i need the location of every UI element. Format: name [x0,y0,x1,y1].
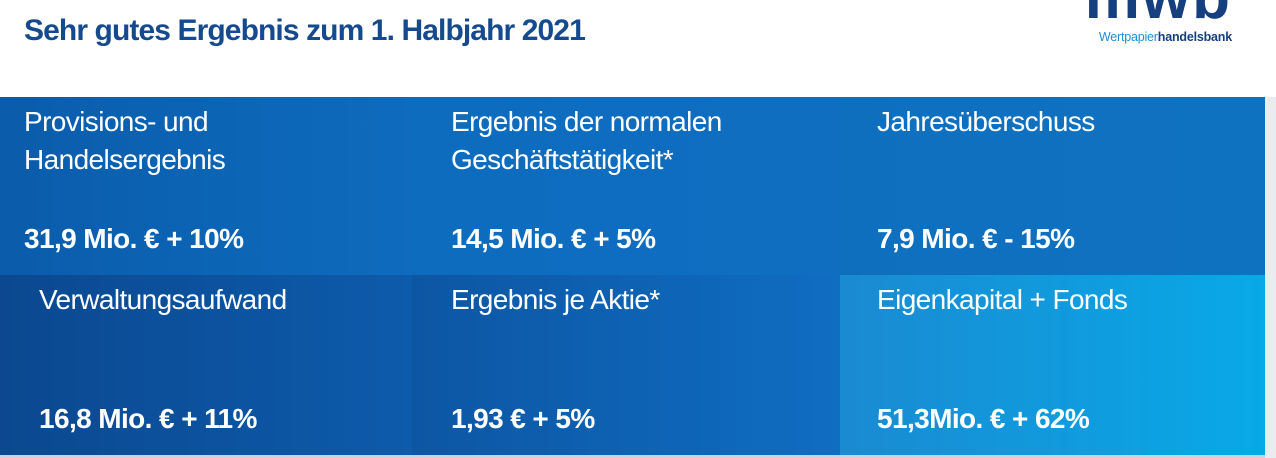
kpi-label-line: Ergebnis der normalen [451,106,722,137]
kpi-value: 31,9 Mio. € + 10% [24,223,244,254]
tile-grid: Provisions- und Handelsergebnis 31,9 Mio. … [0,97,1265,455]
kpi-value: 1,93 € + 5% [451,403,595,434]
kpi-tile: Jahresüberschuss 7,9 Mio. € - 15% [840,97,1265,275]
kpi-label: Provisions- und Handelsergebnis [24,103,412,179]
kpi-label: Jahresüberschuss [877,103,1265,141]
kpi-value: 51,3Mio. € + 62% [877,403,1090,434]
kpi-label-line: Geschäftstätigkeit* [451,144,674,175]
kpi-label: Ergebnis je Aktie* [451,281,840,319]
logo-mark: mwb [1085,0,1232,33]
kpi-tile: Eigenkapital + Fonds 51,3Mio. € + 62% [840,275,1265,455]
kpi-tile: Ergebnis der normalen Geschäftstätigkeit*… [412,97,840,275]
kpi-tile: Verwaltungsaufwand 16,8 Mio. € + 11% [0,275,412,455]
logo-tagline: Wertpapierhandelsbank [1099,30,1232,44]
kpi-tile: Ergebnis je Aktie* 1,93 € + 5% [412,275,840,455]
slide-title: Sehr gutes Ergebnis zum 1. Halbjahr 2021 [24,14,586,47]
kpi-label-line: Eigenkapital + Fonds [877,284,1128,315]
kpi-label: Ergebnis der normalen Geschäftstätigkeit* [451,103,840,179]
tagline-part: Wertpapier [1098,30,1158,44]
kpi-label: Verwaltungsaufwand [39,281,412,319]
kpi-value: 7,9 Mio. € - 15% [877,223,1075,254]
kpi-label-line: Verwaltungsaufwand [39,284,287,315]
tagline-part: handelsbank [1157,30,1232,44]
edge [1265,97,1276,458]
kpi-label-line: Ergebnis je Aktie* [451,284,660,315]
kpi-tile: Provisions- und Handelsergebnis 31,9 Mio. … [0,97,412,275]
kpi-label-line: Jahresüberschuss [877,106,1095,137]
kpi-value: 16,8 Mio. € + 11% [39,403,257,434]
kpi-label: Eigenkapital + Fonds [877,281,1265,319]
kpi-label-line: Handelsergebnis [24,144,226,175]
kpi-label-line: Provisions- und [24,106,209,137]
kpi-value: 14,5 Mio. € + 5% [451,223,656,254]
bottom-rule [0,455,1265,458]
